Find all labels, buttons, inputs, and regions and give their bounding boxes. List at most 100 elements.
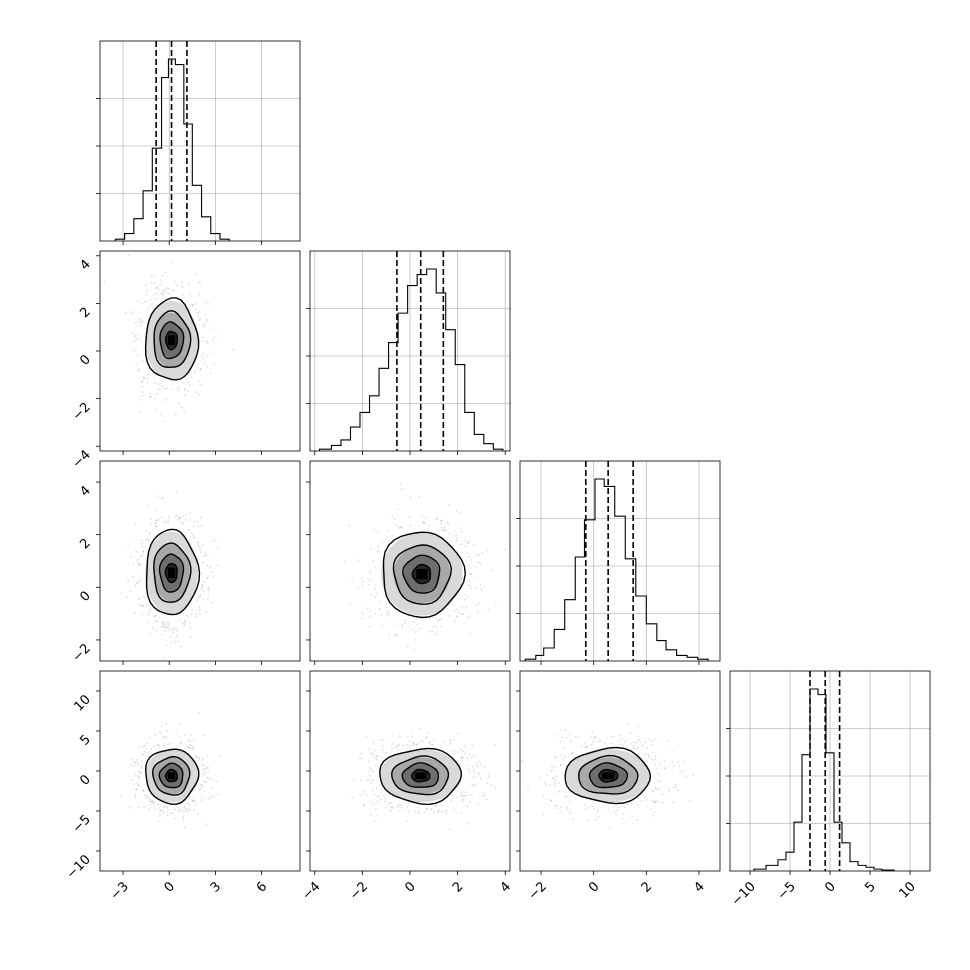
sample-point: [155, 287, 158, 289]
sample-point: [460, 791, 463, 794]
sample-point: [187, 529, 190, 532]
sample-point: [427, 732, 429, 734]
y-tick-label: 0: [77, 352, 93, 368]
sample-point: [134, 796, 137, 799]
sample-point: [656, 800, 659, 803]
sample-point: [373, 756, 375, 759]
sample-point: [553, 784, 556, 787]
sample-point: [457, 611, 460, 614]
sample-point: [217, 793, 220, 796]
sample-point: [448, 503, 450, 506]
sample-point: [136, 300, 139, 302]
sample-point: [593, 807, 596, 810]
sample-point: [481, 552, 484, 554]
sample-point: [375, 808, 377, 811]
sample-point: [161, 275, 164, 277]
sample-point: [162, 811, 165, 814]
sample-point: [188, 744, 191, 746]
sample-point: [189, 747, 191, 750]
sample-point: [205, 780, 208, 783]
sample-point: [155, 525, 158, 528]
sample-point: [568, 800, 571, 803]
sample-point: [148, 609, 150, 612]
sample-point: [155, 519, 158, 522]
sample-point: [178, 808, 181, 811]
sample-point: [467, 596, 469, 599]
sample-point: [370, 814, 373, 816]
sample-point: [652, 790, 655, 793]
sample-point: [177, 640, 180, 643]
sample-point: [199, 368, 202, 371]
sample-point: [154, 522, 157, 524]
sample-point: [393, 518, 396, 521]
sample-point: [198, 596, 201, 598]
sample-point: [137, 563, 140, 566]
sample-point: [148, 299, 151, 301]
sample-point: [542, 813, 544, 816]
sample-point: [176, 284, 179, 286]
sample-point: [464, 540, 467, 543]
sample-point: [206, 576, 209, 579]
sample-point: [177, 810, 180, 813]
sample-point: [586, 745, 588, 748]
sample-point: [559, 811, 562, 814]
sample-point: [634, 741, 636, 743]
sample-point: [441, 519, 444, 522]
sample-point: [176, 806, 179, 809]
sample-point: [566, 806, 568, 809]
sample-point: [191, 609, 194, 611]
sample-point: [561, 736, 563, 739]
contour-line-0: [144, 297, 200, 381]
sample-point: [397, 745, 400, 747]
sample-point: [449, 614, 451, 617]
sample-point: [202, 590, 205, 593]
sample-point: [153, 397, 156, 400]
sample-point: [661, 801, 664, 804]
sample-point: [482, 792, 485, 795]
sample-point: [408, 516, 411, 518]
sample-point: [440, 526, 443, 529]
sample-point: [141, 380, 143, 383]
density-peak: [167, 567, 176, 579]
sample-point: [201, 775, 204, 777]
sample-point: [453, 809, 456, 811]
sample-point: [664, 767, 667, 769]
sample-point: [671, 761, 674, 763]
sample-point: [661, 793, 664, 796]
sample-point: [360, 794, 363, 796]
sample-point: [406, 645, 409, 648]
contour-line-2: [158, 553, 185, 593]
sample-point: [127, 254, 130, 256]
scatter-panel-3-1: [306, 690, 506, 875]
sample-point: [180, 741, 183, 744]
sample-point: [143, 750, 146, 753]
sample-point: [232, 348, 234, 351]
sample-point: [120, 794, 123, 797]
sample-point: [552, 777, 554, 780]
sample-point: [521, 759, 524, 762]
sample-point: [199, 595, 201, 598]
sample-point: [198, 711, 201, 714]
sample-point: [174, 637, 177, 639]
sample-point: [474, 775, 477, 778]
sample-point: [423, 521, 425, 524]
sample-point: [373, 793, 376, 796]
sample-point: [164, 271, 167, 274]
sample-point: [156, 292, 159, 294]
sample-point: [452, 739, 455, 741]
sample-point: [430, 808, 432, 811]
sample-point: [483, 766, 486, 768]
sample-point: [390, 747, 393, 749]
sample-point: [386, 530, 389, 532]
sample-point: [152, 802, 155, 805]
sample-point: [167, 292, 169, 295]
sample-point: [136, 582, 139, 585]
sample-point: [170, 812, 173, 815]
sample-point: [370, 547, 372, 550]
sample-point: [468, 770, 471, 773]
x-tick-label: −10: [729, 879, 759, 909]
sample-point: [140, 604, 143, 607]
sample-point: [394, 634, 396, 637]
sample-point: [625, 740, 628, 742]
sample-point: [370, 752, 373, 754]
